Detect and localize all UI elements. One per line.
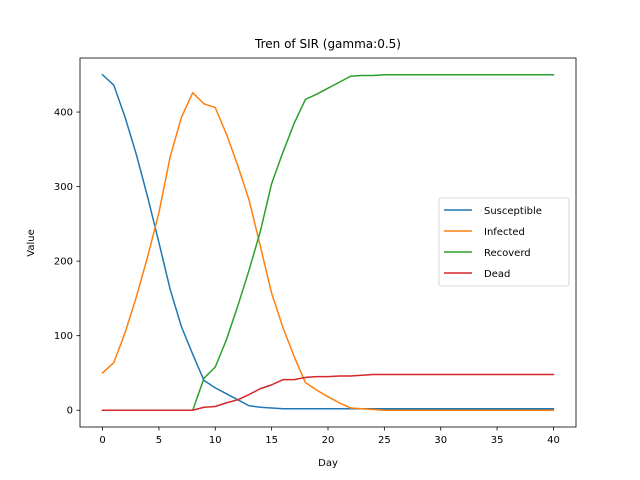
series-line-susceptible [101, 73, 555, 410]
legend-box [438, 197, 570, 287]
x-tick-label: 30 [434, 435, 447, 446]
y-tick-label: 300 [54, 182, 73, 193]
x-tick-label: 35 [491, 435, 504, 446]
legend: Susceptible Infected Recoverd Dead [438, 197, 570, 287]
chart-title: Tren of SIR (gamma:0.5) [254, 37, 401, 51]
y-tick-label: 100 [54, 331, 73, 342]
x-tick-label: 15 [265, 435, 278, 446]
x-tick-label: 25 [378, 435, 391, 446]
x-tick-label: 40 [547, 435, 560, 446]
x-tick-label: 0 [99, 435, 105, 446]
x-tick-label: 5 [156, 435, 162, 446]
legend-label-dead: Dead [484, 269, 510, 280]
legend-label-recoverd: Recoverd [484, 248, 531, 259]
x-axis-title: Day [318, 458, 338, 469]
series-line-infected [101, 91, 555, 411]
legend-label-susceptible: Susceptible [484, 206, 542, 217]
x-tick-label: 10 [209, 435, 222, 446]
series-line-dead [101, 373, 555, 411]
y-tick-label: 200 [54, 257, 73, 268]
y-tick-label: 400 [54, 108, 73, 119]
y-tick-label: 0 [67, 406, 73, 417]
y-axis-title: Value [26, 229, 37, 256]
x-tick-label: 20 [322, 435, 335, 446]
legend-label-infected: Infected [484, 227, 525, 238]
